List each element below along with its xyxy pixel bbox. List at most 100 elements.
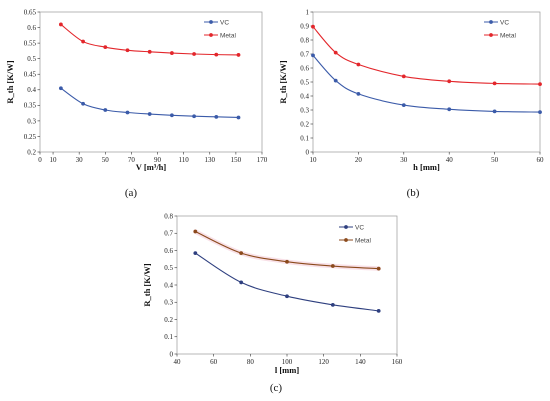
data-point-vc <box>285 294 289 299</box>
y-axis-title: R_th [K/W] <box>142 263 152 306</box>
y-tick-label: 0.25 <box>24 133 37 141</box>
y-tick-label: 0.3 <box>27 117 36 125</box>
y-tick-label: 0.55 <box>24 40 37 48</box>
legend-label: Metal <box>220 32 236 39</box>
legend-label: VC <box>220 19 229 26</box>
y-tick-label: 1 <box>306 8 310 16</box>
data-point-vc <box>169 113 174 118</box>
chart-panel-c: 0 0.1 0.2 0.3 0.4 0.5 0.6 0.7 0.8 40 60 80 100 120 140… <box>142 212 403 394</box>
panel-caption: (a) <box>125 187 138 199</box>
y-tick-label: 0.4 <box>27 86 36 94</box>
x-tick-label: 130 <box>205 156 216 164</box>
data-point-metal <box>81 39 85 44</box>
legend-marker <box>489 20 493 24</box>
x-tick-label: 150 <box>231 156 242 164</box>
data-point-metal <box>333 50 338 55</box>
x-tick-label: 60 <box>210 358 218 366</box>
x-tick-label: 80 <box>247 358 255 366</box>
x-tick-label: 40 <box>174 358 182 366</box>
y-tick-label: 0 <box>170 350 174 358</box>
data-point-metal <box>401 74 406 79</box>
x-tick-label: 110 <box>179 156 190 164</box>
data-point-metal <box>214 52 219 57</box>
y-tick-label: 0.5 <box>27 55 36 63</box>
data-point-vc <box>193 251 198 255</box>
y-tick-label: 0 <box>306 148 310 156</box>
x-tick-label: 140 <box>355 358 366 366</box>
data-point-vc <box>58 86 63 91</box>
y-tick-label: 0.35 <box>24 102 37 110</box>
data-point-vc <box>239 280 244 285</box>
legend: VC Metal <box>204 19 236 39</box>
data-point-metal <box>58 22 63 27</box>
x-tick-label: 60 <box>537 156 545 164</box>
data-point-metal <box>311 24 315 29</box>
data-point-vc <box>125 110 130 115</box>
data-point-metal <box>192 52 196 56</box>
y-tick-label: 0.3 <box>300 106 309 114</box>
data-point-vc <box>401 103 406 107</box>
data-point-metal <box>125 48 130 53</box>
x-tick-label: 160 <box>392 358 403 366</box>
legend-label: VC <box>355 224 364 231</box>
plot-frame <box>39 11 263 153</box>
x-tick-label: 30 <box>76 156 84 164</box>
x-tick-label: 40 <box>446 156 454 164</box>
x-axis-title: V [m³/h] <box>136 162 167 172</box>
y-tick-label: 0.5 <box>300 78 309 86</box>
y-tick-label: 0.6 <box>164 247 173 255</box>
chart-panel-b: 0 0.1 0.2 0.3 0.4 0.5 0.6 0.7 0.8 0.9 1 10 20 30 40 50 6… <box>278 8 544 199</box>
y-tick-label: 0.8 <box>300 36 309 44</box>
data-point-metal <box>447 79 452 84</box>
data-point-vc <box>147 112 152 116</box>
y-tick-label: 0.3 <box>164 299 173 307</box>
y-tick-label: 0.6 <box>300 64 309 72</box>
x-tick-label: 70 <box>128 156 136 164</box>
x-tick-label: 120 <box>318 358 329 366</box>
y-tick-label: 0.7 <box>300 50 309 58</box>
legend-label: Metal <box>500 32 516 39</box>
x-tick-label: 170 <box>257 156 268 164</box>
data-point-metal <box>193 229 198 234</box>
data-point-vc <box>81 101 85 106</box>
data-point-metal <box>236 53 241 57</box>
y-axis-title: R_th [K/W] <box>278 60 288 103</box>
data-point-vc <box>333 78 338 83</box>
data-point-metal <box>538 82 542 86</box>
y-tick-label: 0.8 <box>164 212 173 220</box>
legend-marker <box>344 225 348 229</box>
x-tick-label: 10 <box>50 156 58 164</box>
data-point-metal <box>492 81 497 86</box>
legend-marker <box>209 33 213 37</box>
data-point-metal <box>376 266 381 271</box>
y-tick-label: 0.2 <box>164 316 173 324</box>
data-point-metal <box>169 51 174 55</box>
y-axis-title: R_th [K/W] <box>5 60 15 103</box>
legend-marker <box>344 238 348 242</box>
x-tick-label: 50 <box>491 156 499 164</box>
data-point-vc <box>311 53 315 58</box>
x-axis-title: h [mm] <box>413 162 440 172</box>
legend-label: Metal <box>355 237 371 244</box>
data-point-vc <box>236 115 241 120</box>
legend-marker <box>209 20 213 24</box>
x-tick-label: 50 <box>102 156 110 164</box>
data-point-metal <box>330 264 335 268</box>
y-tick-label: 0.4 <box>300 92 309 100</box>
data-point-vc <box>214 114 219 119</box>
y-tick-label: 0.9 <box>300 22 309 30</box>
x-tick-label: 10 <box>310 156 318 164</box>
x-tick-label: 0 <box>38 156 42 164</box>
x-tick-label: 20 <box>355 156 363 164</box>
data-point-vc <box>492 109 497 114</box>
y-tick-label: 0.1 <box>164 333 173 341</box>
data-point-metal <box>285 259 289 264</box>
legend: VC Metal <box>484 19 516 39</box>
data-point-vc <box>376 308 381 313</box>
data-point-vc <box>356 92 361 96</box>
y-tick-label: 0.45 <box>24 71 37 79</box>
y-tick-label: 0.5 <box>164 264 173 272</box>
data-point-metal <box>147 49 152 54</box>
data-point-metal <box>103 45 108 50</box>
